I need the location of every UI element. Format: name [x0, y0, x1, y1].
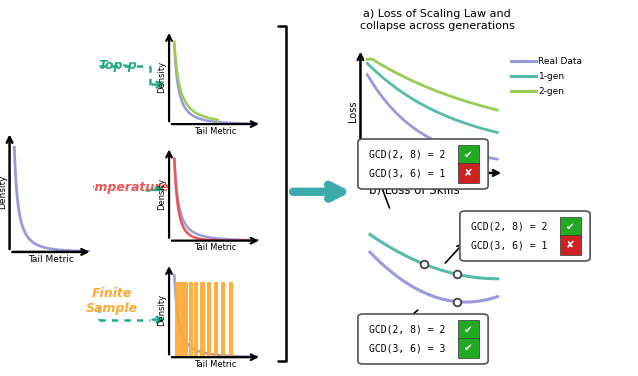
- X-axis label: Tail Metric: Tail Metric: [28, 255, 74, 264]
- Bar: [214, 282, 218, 357]
- Text: b) Loss of Skills: b) Loss of Skills: [369, 184, 459, 197]
- X-axis label: Tail Metric: Tail Metric: [194, 243, 237, 252]
- Text: 1-gen: 1-gen: [538, 72, 565, 81]
- Text: GCD(2, 8) = 2: GCD(2, 8) = 2: [369, 324, 446, 334]
- Bar: [175, 282, 179, 357]
- Text: a) Loss of Scaling Law and
collapse across generations: a) Loss of Scaling Law and collapse acro…: [360, 9, 514, 31]
- Y-axis label: Density: Density: [158, 177, 167, 210]
- Text: Real Data: Real Data: [538, 57, 582, 66]
- Text: ✔: ✔: [464, 150, 473, 160]
- Text: ✘: ✘: [566, 240, 575, 250]
- X-axis label: # of Data: # of Data: [409, 176, 456, 186]
- Text: ✔: ✔: [464, 343, 473, 353]
- Y-axis label: Density: Density: [0, 174, 7, 209]
- Bar: [179, 282, 184, 357]
- Text: Temperature: Temperature: [80, 182, 169, 194]
- X-axis label: Tail Metric: Tail Metric: [194, 360, 237, 369]
- Text: 2-gen: 2-gen: [538, 86, 565, 96]
- X-axis label: Tail Metric: Tail Metric: [194, 127, 237, 136]
- Text: ✔: ✔: [464, 325, 473, 335]
- Text: GCD(2, 8) = 2: GCD(2, 8) = 2: [369, 149, 446, 159]
- Y-axis label: Density: Density: [158, 294, 167, 326]
- Text: GCD(2, 8) = 2: GCD(2, 8) = 2: [471, 221, 548, 231]
- Bar: [207, 282, 211, 357]
- Text: GCD(3, 6) = 1: GCD(3, 6) = 1: [369, 169, 446, 179]
- Text: Finite
Sample: Finite Sample: [85, 287, 138, 315]
- Y-axis label: Density: Density: [158, 61, 167, 93]
- Bar: [200, 282, 205, 357]
- Bar: [194, 282, 198, 357]
- Bar: [184, 282, 188, 357]
- Bar: [221, 282, 225, 357]
- Bar: [189, 282, 193, 357]
- Text: ✘: ✘: [464, 168, 473, 178]
- Bar: [228, 282, 233, 357]
- Y-axis label: Loss: Loss: [348, 100, 358, 122]
- Text: GCD(3, 6) = 1: GCD(3, 6) = 1: [471, 241, 548, 251]
- Text: ✔: ✔: [566, 222, 575, 232]
- Text: Top-p: Top-p: [99, 59, 137, 72]
- Text: GCD(3, 6) = 3: GCD(3, 6) = 3: [369, 344, 446, 354]
